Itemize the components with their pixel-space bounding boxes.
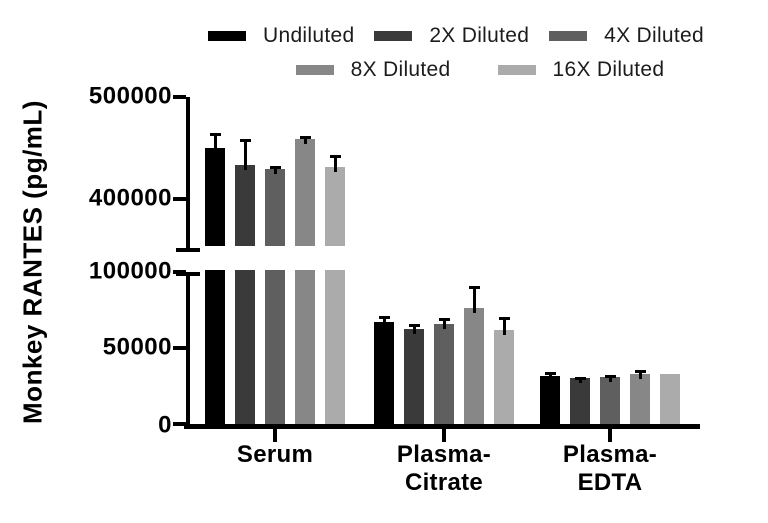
y-tick-label: 100000 xyxy=(88,257,172,285)
x-tick xyxy=(442,429,446,442)
legend-item-16x-diluted: 16X Diluted xyxy=(497,58,665,82)
bar-2x-diluted xyxy=(404,329,424,424)
error-bar-cap xyxy=(209,132,221,136)
bar-2x-diluted-lower xyxy=(235,270,255,424)
legend: Undiluted 2X Diluted 4X Diluted 8X Diluted… xyxy=(208,24,704,82)
legend-item-undiluted: Undiluted xyxy=(208,24,354,48)
legend-label: Undiluted xyxy=(263,24,355,47)
legend-swatch xyxy=(208,31,246,41)
error-bar-line xyxy=(608,374,612,383)
x-category-label: Plasma- EDTA xyxy=(562,441,658,497)
bar-undiluted xyxy=(540,376,560,424)
error-bar-cap xyxy=(634,370,646,374)
legend-item-4x-diluted: 4X Diluted xyxy=(549,24,704,48)
x-category-label: Serum xyxy=(236,441,314,468)
error-bar-cap xyxy=(544,371,556,375)
bar-2x-diluted-upper xyxy=(235,165,255,246)
bar-8x-diluted xyxy=(464,307,484,424)
bar-4x-diluted-lower xyxy=(265,270,285,424)
y-tick xyxy=(173,270,186,274)
error-bar-line xyxy=(502,316,506,335)
y-tick-label: 400000 xyxy=(88,184,172,212)
bar-undiluted-lower xyxy=(205,270,225,424)
error-bar-cap xyxy=(239,138,251,142)
error-bar-line xyxy=(638,370,642,379)
error-bar-cap xyxy=(269,166,281,170)
bar-2x-diluted xyxy=(570,378,590,424)
error-bar-cap xyxy=(438,318,450,322)
error-bar-line xyxy=(382,316,386,328)
error-bar-cap xyxy=(604,374,616,378)
bar-16x-diluted xyxy=(660,373,680,424)
bar-16x-diluted-upper xyxy=(325,167,345,246)
error-bar-cap xyxy=(498,316,510,320)
y-axis-upper-segment xyxy=(186,97,190,252)
bar-8x-diluted-upper xyxy=(295,138,315,246)
error-bar-line xyxy=(213,132,217,153)
legend-item-2x-diluted: 2X Diluted xyxy=(374,24,529,48)
error-bar-line xyxy=(333,155,337,173)
error-bar-cap xyxy=(468,286,480,290)
bar-4x-diluted xyxy=(434,323,454,424)
x-category-label: Plasma- Citrate xyxy=(396,441,492,497)
legend-label: 8X Diluted xyxy=(350,58,451,81)
y-tick-label: 500000 xyxy=(88,82,172,110)
bar-undiluted xyxy=(374,322,394,424)
legend-label: 16X Diluted xyxy=(552,58,665,81)
legend-row-2: 8X Diluted 16X Diluted xyxy=(232,58,728,82)
y-tick xyxy=(173,346,186,350)
x-tick xyxy=(608,429,612,442)
axis-break-cap-lower xyxy=(176,272,200,276)
error-bar-line xyxy=(303,136,307,144)
y-tick xyxy=(173,95,186,99)
error-bar-line xyxy=(243,138,247,171)
x-tick xyxy=(273,429,277,442)
error-bar-cap xyxy=(408,324,420,328)
y-tick-label: 50000 xyxy=(102,333,172,361)
legend-swatch xyxy=(549,31,588,41)
bar-16x-diluted xyxy=(494,329,514,424)
bar-8x-diluted xyxy=(630,373,650,424)
y-tick xyxy=(173,197,186,201)
bar-8x-diluted-lower xyxy=(295,270,315,424)
bar-undiluted-upper xyxy=(205,148,225,246)
y-tick xyxy=(173,422,186,426)
error-bar-line xyxy=(412,324,416,334)
axis-break-cap-upper xyxy=(176,248,200,252)
legend-swatch xyxy=(374,31,413,41)
legend-label: 2X Diluted xyxy=(429,24,530,47)
error-bar-line xyxy=(273,166,277,175)
legend-swatch xyxy=(497,65,536,75)
error-bar-line xyxy=(578,376,582,384)
bar-4x-diluted-upper xyxy=(265,169,285,246)
error-bar-line xyxy=(548,371,552,382)
legend-item-8x-diluted: 8X Diluted xyxy=(295,58,451,82)
legend-row-1: Undiluted 2X Diluted 4X Diluted xyxy=(208,24,704,48)
y-tick-label: 0 xyxy=(158,411,172,439)
x-axis-baseline xyxy=(184,424,700,429)
legend-label: 4X Diluted xyxy=(604,24,704,47)
error-bar-line xyxy=(472,286,476,313)
bar-16x-diluted-lower xyxy=(325,270,345,424)
error-bar-cap xyxy=(378,316,390,320)
error-bar-cap xyxy=(574,376,586,380)
error-bar-line xyxy=(442,318,446,329)
error-bar-cap xyxy=(329,155,341,159)
bar-4x-diluted xyxy=(600,377,620,424)
error-bar-cap xyxy=(299,136,311,140)
y-axis-lower-segment xyxy=(186,272,190,429)
legend-swatch xyxy=(295,65,334,75)
